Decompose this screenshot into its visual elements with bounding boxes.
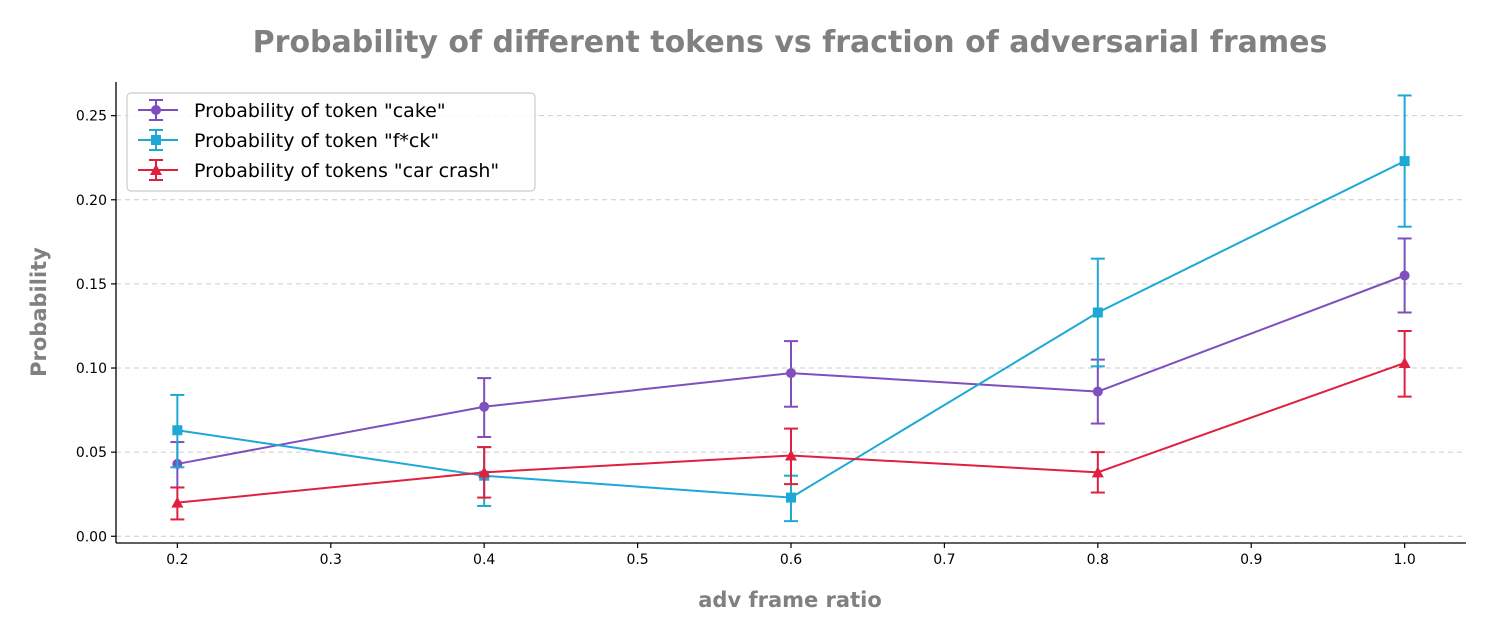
x-axis-label: adv frame ratio [698,588,882,612]
data-point [479,401,490,412]
data-point [172,425,183,436]
x-ticks: 0.2 0.3 0.4 0.5 0.6 0.7 0.8 0.9 1.0 [166,543,1416,568]
x-tick-label: 0.4 [473,552,495,568]
y-ticks: 0.00 0.05 0.10 0.15 0.20 0.25 [76,109,116,545]
legend-marker [151,135,161,145]
data-point [1092,307,1103,318]
data-point [785,449,797,461]
legend-marker [150,164,162,175]
legend-label: Probability of token "f*ck" [194,130,439,152]
legend-box [126,92,536,192]
y-tick-label: 0.25 [76,109,107,125]
x-tick-label: 0.3 [320,552,342,568]
data-point [171,496,184,508]
x-tick-label: 0.8 [1087,552,1109,568]
legend-label: Probability of tokens "car crash" [194,160,499,182]
data-point [1091,466,1104,478]
data-point [786,492,796,503]
x-tick-label: 0.2 [166,552,188,568]
x-tick-label: 0.9 [1240,552,1262,568]
data-point [1092,386,1103,397]
x-tick-label: 0.7 [933,552,955,568]
chart-title: Probability of different tokens vs fract… [253,25,1328,60]
legend: Probability of token "cake" Probability o… [126,92,536,192]
y-tick-label: 0.15 [76,277,107,293]
data-point [1399,156,1410,167]
legend-marker [151,105,161,115]
y-axis-label: Probability [27,247,51,377]
data-point [478,466,491,478]
series-group [170,94,1412,523]
y-tick-label: 0.05 [76,445,107,461]
data-point [786,368,796,379]
x-tick-label: 0.5 [626,552,648,568]
series-triangle [170,330,1412,521]
y-tick-label: 0.10 [76,361,107,377]
x-tick-label: 0.6 [780,552,802,568]
data-point [1398,356,1411,368]
x-tick-label: 1.0 [1394,552,1416,568]
y-tick-label: 0.00 [76,529,107,545]
data-point [1399,270,1410,281]
legend-label: Probability of token "cake" [194,100,446,122]
y-tick-label: 0.20 [76,193,107,209]
